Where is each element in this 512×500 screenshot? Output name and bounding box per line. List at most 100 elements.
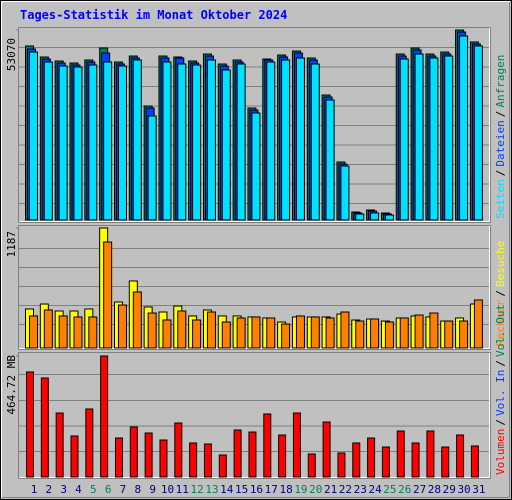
bar (292, 412, 301, 478)
bar (189, 442, 198, 478)
bar (147, 312, 157, 349)
legend-separator: / (494, 290, 507, 297)
bar (322, 421, 331, 478)
bar (192, 64, 202, 221)
bar (384, 321, 394, 349)
bar (58, 65, 68, 221)
bar (218, 454, 227, 478)
bar (340, 311, 350, 349)
bar (251, 112, 261, 221)
bar (192, 319, 202, 349)
x-tick-label: 1 (31, 483, 38, 496)
bar (132, 291, 142, 349)
bar (429, 312, 439, 349)
bar (281, 59, 291, 221)
x-tick-label: 17 (265, 483, 278, 496)
bar (263, 413, 272, 478)
x-tick-label: 5 (90, 483, 97, 496)
bar (429, 57, 439, 221)
x-tick-label: 24 (368, 483, 382, 496)
bar (26, 371, 34, 478)
bar (221, 69, 231, 221)
bar (310, 316, 320, 349)
legend-entry: Volumen (494, 429, 507, 475)
bar (103, 61, 113, 221)
bar (55, 412, 64, 478)
bar (278, 434, 287, 478)
legend-entry: Rechner (494, 299, 507, 346)
bar (174, 422, 183, 478)
x-tick-label: 23 (354, 483, 367, 496)
bar (367, 437, 376, 478)
bar (456, 434, 465, 478)
bar (473, 45, 483, 221)
x-tick-label: 30 (457, 483, 470, 496)
bar (310, 63, 320, 221)
x-tick-label: 20 (309, 483, 322, 496)
bar (233, 429, 242, 478)
bar (370, 318, 380, 349)
bar (396, 430, 405, 478)
bar (444, 320, 454, 349)
bar (85, 408, 94, 478)
legend-separator: / (494, 170, 507, 177)
bar (132, 59, 142, 221)
bar (117, 65, 127, 221)
x-tick-label: 4 (75, 483, 82, 496)
bar (281, 323, 291, 349)
x-tick-label: 28 (428, 483, 441, 496)
bar (355, 320, 365, 349)
x-tick-label: 31 (472, 483, 485, 496)
x-tick-label: 2 (46, 483, 53, 496)
bar (325, 317, 335, 349)
bar (355, 213, 365, 221)
x-tick-label: 25 (383, 483, 396, 496)
x-tick-label: 8 (134, 483, 141, 496)
x-tick-label: 14 (220, 483, 234, 496)
bar (473, 299, 483, 349)
bar (100, 355, 109, 478)
x-tick-label: 6 (105, 483, 112, 496)
bar (307, 453, 316, 478)
bar (399, 317, 409, 349)
bar (88, 64, 98, 221)
bar (43, 61, 53, 221)
bar (103, 241, 113, 349)
bar (206, 311, 216, 349)
bar (58, 315, 68, 349)
bar (236, 63, 246, 221)
bar (248, 431, 257, 478)
bar (73, 316, 83, 349)
x-tick-label: 13 (205, 483, 218, 496)
bar (43, 309, 53, 349)
bar (399, 58, 409, 221)
bar (117, 304, 127, 349)
bar (73, 66, 83, 221)
y-tick-label: 53070 (5, 38, 18, 71)
bar (159, 439, 168, 478)
bar (459, 35, 469, 221)
x-tick-label: 12 (191, 483, 204, 496)
x-tick-label: 26 (398, 483, 411, 496)
bar (29, 315, 38, 349)
bar (162, 61, 172, 221)
legend-entry: Vol. In (494, 370, 507, 416)
bar (114, 437, 123, 478)
bar (203, 443, 212, 478)
x-tick-label: 29 (443, 483, 456, 496)
bar (426, 430, 435, 478)
bar (295, 57, 305, 221)
bar (266, 61, 276, 221)
bar (340, 165, 350, 221)
bar (144, 432, 153, 478)
x-tick-label: 18 (279, 483, 292, 496)
bar (459, 320, 469, 349)
bar (444, 55, 454, 221)
legend-separator: / (494, 419, 507, 426)
bar (266, 317, 276, 349)
legend-entry: Vol. Out (494, 304, 507, 357)
bar (414, 53, 424, 221)
legend-entry: Anfragen (494, 55, 507, 108)
bar (370, 212, 380, 221)
